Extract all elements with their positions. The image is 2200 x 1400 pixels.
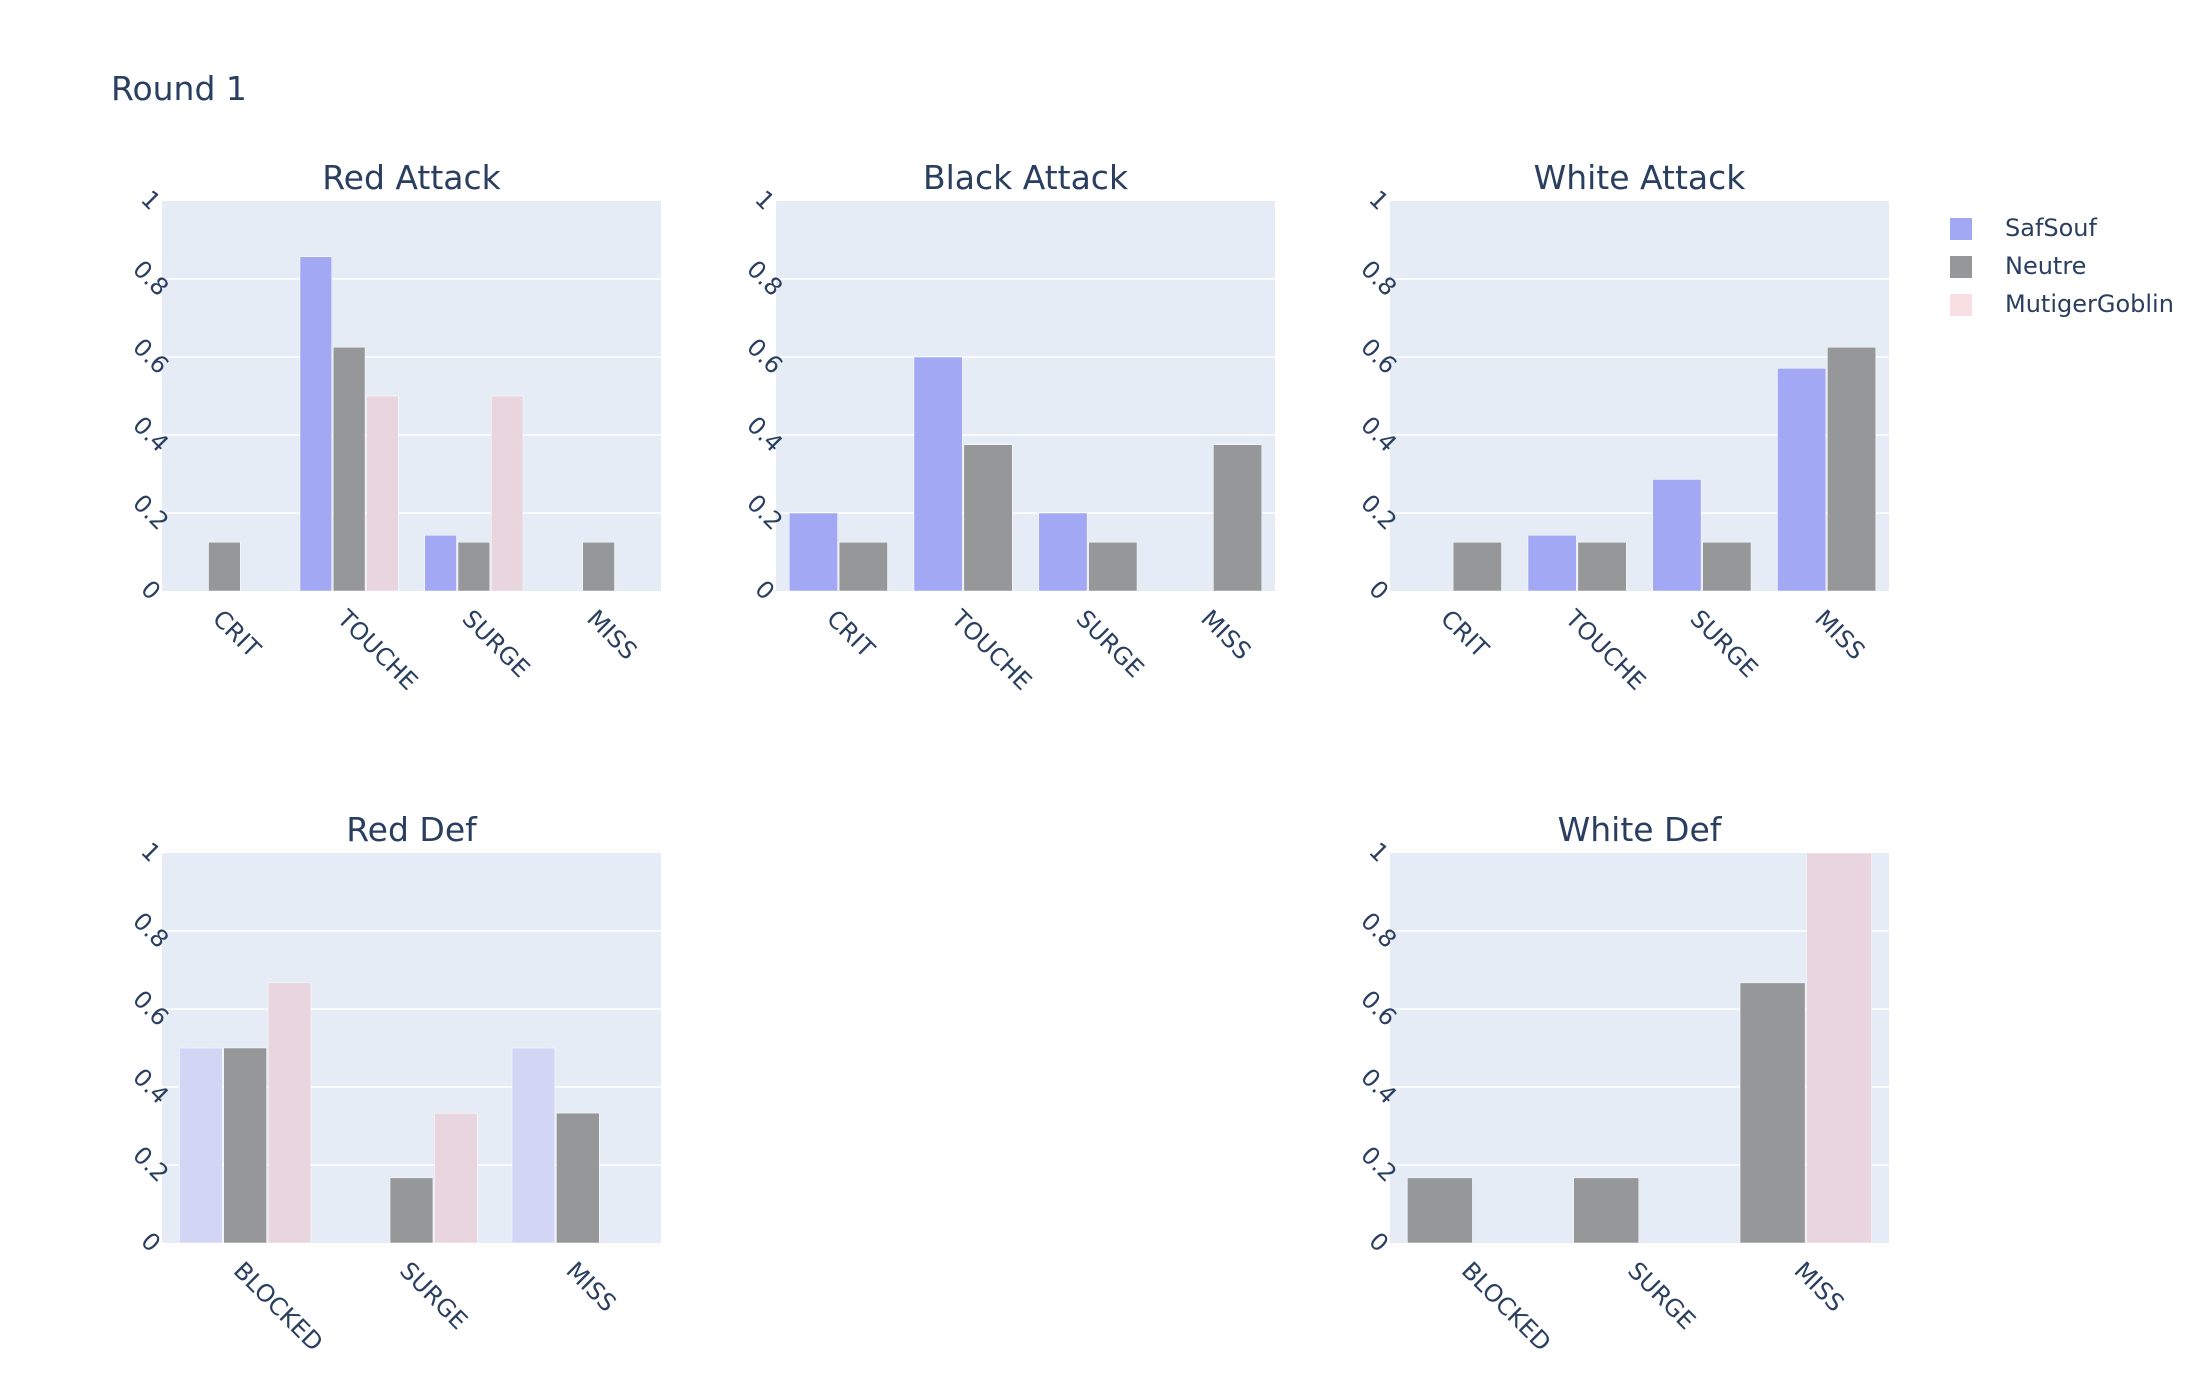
bar-neutre-touche[interactable]	[1577, 542, 1627, 592]
y-tick-label: 0	[135, 1227, 166, 1258]
x-tick-label: MISS	[1789, 1256, 1850, 1317]
bar-neutre-crit[interactable]	[208, 542, 241, 592]
x-tick-label: TOUCHE	[945, 604, 1037, 696]
bar-neutre-miss[interactable]	[556, 1112, 600, 1244]
y-tick-label: 1	[1363, 185, 1394, 216]
bar-neutre-surge[interactable]	[389, 1177, 434, 1244]
x-tick-label: MISS	[561, 1256, 622, 1317]
bar-neutre-surge[interactable]	[457, 542, 491, 592]
bar-safsouf-blocked[interactable]	[179, 1047, 223, 1244]
y-tick-label: 1	[135, 837, 166, 868]
bar-neutre-touche[interactable]	[963, 444, 1013, 592]
bar-neutre-surge[interactable]	[1088, 542, 1138, 592]
subplot-title: Black Attack	[923, 158, 1129, 197]
bar-safsouf-miss[interactable]	[511, 1047, 556, 1244]
bar-neutre-blocked[interactable]	[1407, 1177, 1473, 1244]
x-tick-label: SURGE	[1071, 604, 1150, 683]
x-tick-label: MISS	[581, 604, 642, 665]
plot-area	[162, 201, 661, 591]
subplot-title: Red Def	[346, 810, 478, 849]
y-tick-label: 0	[749, 575, 780, 606]
y-tick-label: 1	[135, 185, 166, 216]
x-tick-label: SURGE	[457, 604, 536, 683]
x-tick-label: SURGE	[1622, 1256, 1701, 1335]
bar-mutigergoblin-surge[interactable]	[491, 395, 524, 592]
bar-safsouf-touche[interactable]	[913, 356, 963, 592]
bar-neutre-surge[interactable]	[1702, 542, 1752, 592]
legend-label: Neutre	[2005, 252, 2086, 280]
subplot-title: White Attack	[1534, 158, 1747, 197]
bar-neutre-crit[interactable]	[838, 542, 888, 592]
x-tick-label: TOUCHE	[331, 604, 423, 696]
x-tick-label: CRIT	[207, 604, 266, 663]
bar-safsouf-miss[interactable]	[1777, 368, 1827, 592]
bar-safsouf-crit[interactable]	[788, 512, 838, 592]
bar-safsouf-surge[interactable]	[1038, 512, 1088, 592]
x-tick-label: BLOCKED	[1456, 1256, 1556, 1356]
bar-safsouf-touche[interactable]	[1527, 534, 1577, 592]
x-tick-label: SURGE	[394, 1256, 473, 1335]
x-tick-label: SURGE	[1685, 604, 1764, 683]
y-tick-label: 1	[749, 185, 780, 216]
legend-swatch	[1950, 218, 1972, 240]
bar-mutigergoblin-miss[interactable]	[1806, 852, 1872, 1244]
bar-neutre-surge[interactable]	[1573, 1177, 1640, 1244]
legend-label: SafSouf	[2005, 214, 2098, 242]
bar-neutre-miss[interactable]	[1739, 982, 1806, 1244]
x-tick-label: CRIT	[821, 604, 880, 663]
bar-neutre-blocked[interactable]	[223, 1047, 267, 1244]
x-tick-label: BLOCKED	[228, 1256, 328, 1356]
bar-safsouf-surge[interactable]	[424, 534, 457, 592]
bar-neutre-touche[interactable]	[332, 347, 366, 592]
x-tick-label: CRIT	[1435, 604, 1494, 663]
x-tick-label: MISS	[1195, 604, 1256, 665]
bar-safsouf-surge[interactable]	[1652, 479, 1702, 592]
y-tick-label: 1	[1363, 837, 1394, 868]
y-tick-label: 0	[1363, 1227, 1394, 1258]
bar-mutigergoblin-blocked[interactable]	[267, 982, 312, 1244]
bar-neutre-miss[interactable]	[1213, 444, 1263, 592]
bar-neutre-miss[interactable]	[1827, 347, 1877, 592]
legend-label: MutigerGoblin	[2005, 290, 2174, 318]
plot-area	[776, 201, 1275, 591]
x-tick-label: TOUCHE	[1559, 604, 1651, 696]
plot-area	[1390, 853, 1889, 1243]
bar-neutre-crit[interactable]	[1452, 542, 1502, 592]
bar-neutre-miss[interactable]	[582, 542, 615, 592]
legend-swatch	[1950, 256, 1972, 278]
bar-safsouf-touche[interactable]	[299, 256, 332, 592]
bar-mutigergoblin-surge[interactable]	[434, 1112, 478, 1244]
legend-item-neutre[interactable]: Neutre	[1950, 252, 2086, 280]
subplot-title: White Def	[1558, 810, 1723, 849]
y-tick-label: 0	[1363, 575, 1394, 606]
legend-item-safsouf[interactable]: SafSouf	[1950, 214, 2098, 242]
figure-title: Round 1	[111, 69, 247, 108]
x-tick-label: MISS	[1809, 604, 1870, 665]
subplot-title: Red Attack	[322, 158, 501, 197]
legend[interactable]: SafSouf Neutre MutigerGoblin	[1950, 214, 2174, 318]
y-tick-label: 0	[135, 575, 166, 606]
bar-mutigergoblin-touche[interactable]	[366, 395, 399, 592]
legend-swatch	[1950, 294, 1972, 316]
legend-item-mutigergoblin[interactable]: MutigerGoblin	[1950, 290, 2174, 318]
